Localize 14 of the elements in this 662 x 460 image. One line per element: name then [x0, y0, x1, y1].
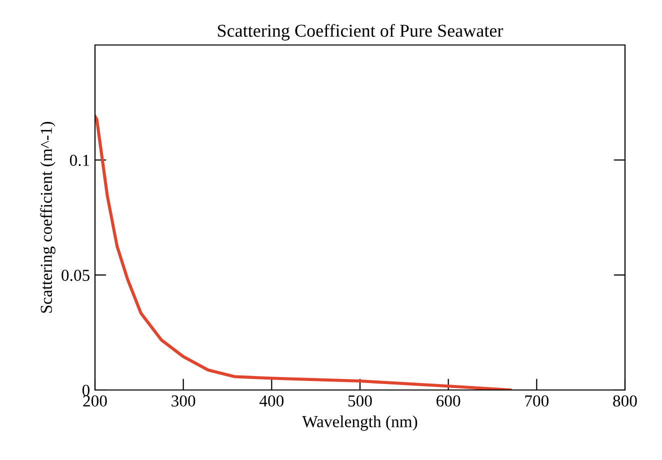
x-axis-title: Wavelength (nm) — [302, 416, 418, 431]
y-tick-label: 0.1 — [70, 154, 90, 166]
x-tick-label: 200 — [83, 395, 107, 407]
x-tick-label: 600 — [436, 395, 460, 407]
x-tick-label: 500 — [348, 395, 372, 407]
y-tick-label: 0 — [82, 384, 90, 396]
x-tick-label: 400 — [259, 395, 284, 407]
chart-title: Scattering Coefficient of Pure Seawater — [218, 24, 504, 41]
line-series — [95, 114, 512, 390]
x-tick-label: 800 — [613, 395, 637, 407]
y-tick-label: 0.05 — [62, 270, 90, 282]
x-tick-label: 700 — [525, 395, 549, 407]
y-axis-title: Scattering coefficient (m^-1) — [40, 122, 56, 313]
x-tick-label: 300 — [172, 395, 196, 407]
